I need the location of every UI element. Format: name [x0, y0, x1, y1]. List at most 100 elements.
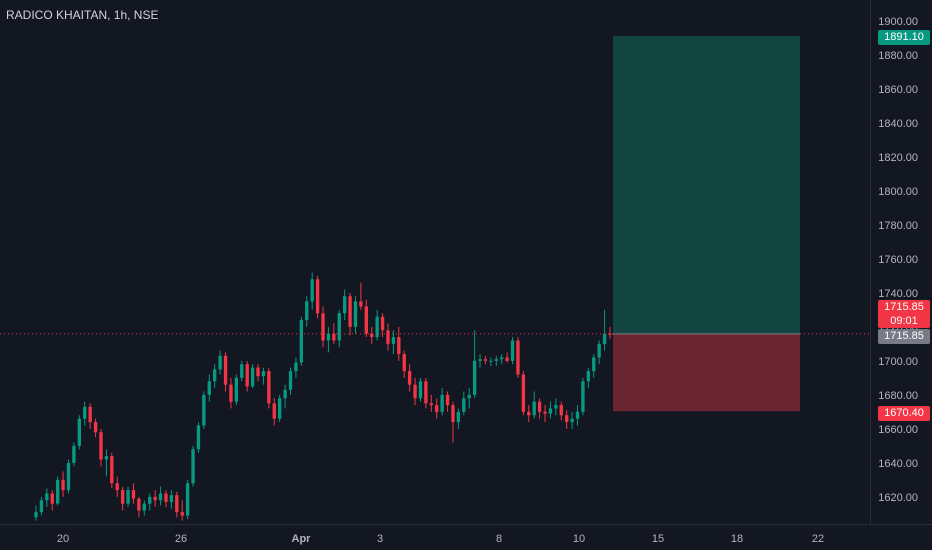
x-tick-label: 20: [57, 533, 69, 545]
x-tick-label: 22: [812, 533, 824, 545]
bar-countdown: 09:01: [890, 315, 918, 327]
candle-body: [283, 389, 287, 399]
candle-body: [185, 483, 190, 516]
candle-body: [223, 355, 228, 385]
y-tick-label: 1640.00: [878, 458, 918, 470]
candle-body: [424, 381, 428, 404]
candle-body: [99, 432, 103, 460]
candle-body: [548, 408, 553, 414]
candle-body: [402, 354, 406, 372]
x-tick-label: Apr: [292, 533, 312, 545]
candle-body: [207, 381, 211, 395]
candle-body: [332, 333, 336, 341]
candle-body: [191, 449, 195, 484]
y-tick-label: 1840.00: [878, 118, 918, 130]
candle-body: [505, 357, 509, 361]
candle-body: [440, 394, 444, 412]
candle-body: [608, 333, 612, 335]
candle-body: [467, 394, 471, 399]
x-tick-label: 10: [573, 533, 585, 545]
candle-body: [597, 343, 601, 358]
last-price-value: 1715.85: [884, 301, 924, 313]
candle-body: [196, 425, 201, 450]
candle-body: [61, 479, 65, 491]
y-tick-label: 1700.00: [878, 356, 918, 368]
candle-body: [435, 405, 439, 412]
candle-body: [148, 496, 152, 504]
candle-body: [429, 403, 433, 406]
candle-body: [278, 398, 282, 419]
y-tick-label: 1820.00: [878, 152, 918, 164]
candle-body: [153, 496, 157, 501]
candle-body: [586, 371, 591, 382]
candle-body: [554, 405, 558, 409]
candle-body: [462, 398, 466, 412]
time-axis-divider: [0, 524, 932, 525]
candle-body: [532, 401, 536, 416]
candle-body: [66, 462, 71, 491]
candle-body: [310, 279, 314, 302]
stop-price-tag: 1670.40: [878, 406, 930, 421]
candle-body: [169, 495, 174, 502]
candle-body: [45, 493, 49, 501]
candle-body: [348, 296, 352, 327]
target-price-tag: 1891.10: [878, 30, 930, 45]
candle-body: [570, 418, 574, 423]
candle-body: [500, 357, 504, 360]
candle-body: [142, 503, 146, 511]
y-tick-label: 1800.00: [878, 186, 918, 198]
entry-price-tag: 1715.85: [878, 329, 930, 344]
last-price-tag: 1715.85 09:01: [878, 300, 930, 328]
candle-body: [213, 369, 217, 382]
y-tick-label: 1660.00: [878, 424, 918, 436]
x-tick-label: 18: [731, 533, 743, 545]
candle-body: [326, 333, 331, 341]
candle-body: [380, 316, 385, 331]
candle-body: [55, 479, 60, 504]
candle-body: [397, 337, 401, 355]
y-tick-label: 1680.00: [878, 390, 918, 402]
candle-body: [581, 381, 585, 412]
candle-body: [521, 374, 526, 412]
candle-body: [245, 364, 249, 387]
x-tick-label: 15: [652, 533, 664, 545]
candle-body: [120, 490, 125, 504]
y-tick-label: 1780.00: [878, 220, 918, 232]
candle-body: [83, 406, 87, 419]
candle-body: [34, 512, 38, 518]
candle-body: [575, 411, 580, 419]
candle-body: [478, 359, 482, 361]
y-tick-label: 1860.00: [878, 84, 918, 96]
y-tick-label: 1880.00: [878, 50, 918, 62]
candle-body: [256, 367, 260, 377]
candle-body: [229, 384, 233, 402]
candle-body: [126, 490, 130, 504]
candle-body: [158, 493, 163, 501]
candle-body: [375, 316, 379, 338]
candle-body: [115, 483, 119, 491]
candle-body: [602, 333, 607, 344]
candle-body: [386, 330, 390, 344]
candle-body: [299, 320, 304, 363]
candle-body: [267, 371, 271, 404]
candle-body: [77, 418, 81, 446]
x-tick-label: 8: [496, 533, 502, 545]
candle-body: [104, 456, 109, 460]
candle-body: [407, 371, 412, 385]
candle-body: [272, 403, 276, 419]
y-tick-label: 1620.00: [878, 492, 918, 504]
candle-body: [202, 394, 206, 426]
candle-body: [516, 340, 520, 375]
candle-body: [93, 422, 98, 433]
target-zone: [613, 36, 800, 334]
candle-body: [315, 279, 320, 314]
candle-body: [489, 360, 493, 362]
candle-body: [72, 445, 76, 463]
candle-body: [137, 498, 141, 511]
candle-body: [250, 367, 255, 387]
candle-body: [88, 406, 92, 423]
candle-body: [39, 500, 44, 513]
candle-body: [175, 495, 179, 513]
